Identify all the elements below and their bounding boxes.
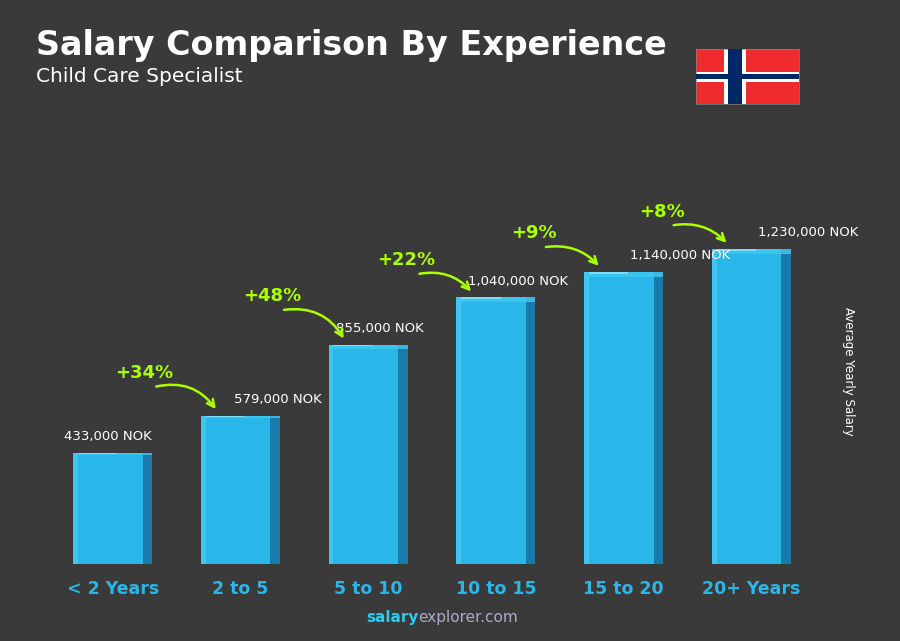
Bar: [728, 49, 742, 104]
FancyArrowPatch shape: [284, 309, 342, 337]
Bar: [584, 272, 663, 564]
Bar: [584, 272, 663, 277]
Bar: [201, 415, 280, 419]
Bar: [456, 297, 461, 564]
Bar: [77, 453, 117, 454]
Bar: [333, 345, 373, 346]
Bar: [696, 72, 799, 81]
Bar: [712, 249, 791, 254]
Text: 1,230,000 NOK: 1,230,000 NOK: [758, 226, 858, 239]
Bar: [205, 415, 245, 417]
Bar: [781, 249, 791, 564]
Bar: [584, 272, 589, 564]
Bar: [589, 272, 628, 274]
Text: 1,040,000 NOK: 1,040,000 NOK: [468, 275, 568, 288]
Text: +22%: +22%: [377, 251, 436, 269]
Bar: [653, 272, 663, 564]
Text: Salary Comparison By Experience: Salary Comparison By Experience: [36, 29, 667, 62]
Text: +34%: +34%: [115, 364, 174, 382]
Bar: [398, 345, 408, 564]
Text: salary: salary: [366, 610, 418, 625]
Text: 579,000 NOK: 579,000 NOK: [234, 393, 322, 406]
Text: +9%: +9%: [511, 224, 557, 242]
Bar: [456, 297, 536, 302]
Text: 433,000 NOK: 433,000 NOK: [64, 430, 152, 444]
Bar: [73, 453, 77, 564]
Bar: [716, 249, 756, 251]
FancyArrowPatch shape: [673, 224, 725, 241]
Bar: [696, 74, 799, 79]
Bar: [201, 415, 205, 564]
Bar: [143, 453, 152, 564]
Bar: [73, 453, 152, 564]
Bar: [712, 249, 716, 564]
Bar: [526, 297, 536, 564]
Bar: [328, 345, 408, 564]
Bar: [328, 345, 408, 349]
Text: +48%: +48%: [243, 287, 302, 305]
Bar: [271, 415, 280, 564]
Text: explorer.com: explorer.com: [418, 610, 518, 625]
Text: Child Care Specialist: Child Care Specialist: [36, 67, 243, 87]
Bar: [328, 345, 333, 564]
Bar: [456, 297, 536, 564]
FancyArrowPatch shape: [419, 272, 469, 290]
FancyArrowPatch shape: [546, 246, 597, 264]
Text: 1,140,000 NOK: 1,140,000 NOK: [630, 249, 730, 262]
Bar: [201, 415, 280, 564]
Bar: [712, 249, 791, 564]
Bar: [73, 453, 152, 455]
FancyArrowPatch shape: [157, 385, 214, 407]
Text: +8%: +8%: [639, 203, 685, 221]
Bar: [461, 297, 500, 299]
Bar: [724, 49, 746, 104]
Text: Average Yearly Salary: Average Yearly Salary: [842, 308, 854, 436]
Text: 855,000 NOK: 855,000 NOK: [337, 322, 424, 335]
